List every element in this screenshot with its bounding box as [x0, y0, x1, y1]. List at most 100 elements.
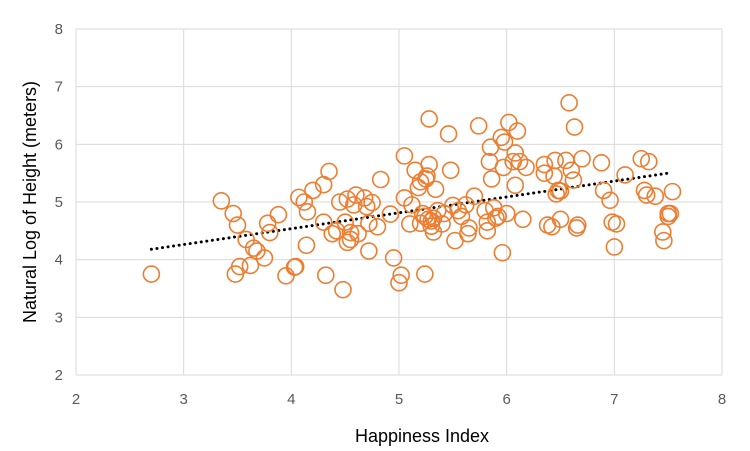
data-point — [420, 110, 438, 128]
data-point — [334, 280, 352, 299]
data-point — [314, 213, 333, 231]
data-point — [601, 191, 619, 210]
data-point — [592, 153, 611, 172]
data-point — [594, 181, 613, 200]
data-point — [655, 231, 673, 250]
data-point — [258, 214, 277, 233]
data-point — [224, 204, 242, 223]
data-point — [323, 224, 342, 243]
data-point — [489, 207, 507, 226]
data-point — [418, 167, 436, 185]
y-tick-label: 2 — [55, 367, 63, 384]
data-point — [661, 204, 680, 223]
data-point — [465, 187, 484, 206]
trendline — [149, 171, 670, 251]
tick-labels: 2 3 4 5 6 7 8 2 3 4 5 6 7 8 — [55, 21, 727, 408]
data-point — [568, 216, 587, 234]
data-point — [659, 207, 677, 226]
data-point — [360, 214, 378, 233]
data-point — [400, 215, 419, 233]
y-axis-title: Natural Log of Height (meters) — [20, 81, 40, 323]
data-point — [663, 182, 682, 201]
data-point — [212, 192, 231, 210]
data-point — [420, 155, 438, 174]
data-point — [517, 158, 535, 177]
x-tick-label: 3 — [179, 391, 187, 408]
data-point — [514, 210, 532, 229]
data-point — [290, 188, 308, 207]
data-point — [573, 149, 591, 168]
data-point — [338, 190, 357, 208]
data-point — [508, 122, 527, 140]
data-point — [403, 196, 421, 214]
data-point — [390, 273, 408, 292]
data-point — [426, 180, 445, 199]
data-point — [320, 162, 338, 181]
data-point — [497, 204, 516, 223]
data-point — [607, 215, 626, 233]
trendline-layer — [149, 171, 670, 251]
data-point — [460, 219, 478, 237]
y-tick-label: 4 — [55, 252, 63, 269]
data-point — [338, 233, 357, 252]
data-point — [255, 249, 274, 267]
data-point — [560, 94, 578, 112]
data-point — [441, 161, 460, 180]
data-point — [384, 249, 403, 267]
x-tick-label: 4 — [287, 391, 295, 408]
y-tick-label: 6 — [55, 136, 63, 153]
data-point — [506, 144, 525, 162]
data-point — [260, 223, 279, 242]
data-point — [506, 176, 525, 195]
data-point — [368, 217, 387, 236]
data-point — [347, 186, 365, 204]
data-point — [392, 266, 410, 285]
data-point — [395, 147, 414, 165]
data-point — [142, 265, 161, 283]
data-point — [304, 181, 322, 200]
data-point — [341, 223, 360, 242]
data-point — [551, 182, 570, 200]
data-point — [241, 256, 260, 275]
data-point — [545, 167, 563, 185]
data-point — [286, 257, 305, 276]
data-point — [637, 186, 656, 204]
x-axis-title: Happiness Index — [355, 426, 489, 446]
data-point — [646, 187, 665, 206]
y-tick-label: 7 — [55, 79, 63, 96]
data-point — [510, 152, 529, 171]
data-point — [228, 216, 247, 234]
data-point — [230, 257, 249, 276]
y-tick-label: 3 — [55, 309, 63, 326]
data-point — [605, 238, 624, 256]
data-point — [349, 224, 367, 243]
gridlines — [75, 28, 723, 376]
data-point — [557, 151, 575, 170]
data-point — [316, 266, 335, 285]
data-point — [482, 170, 501, 188]
data-point — [535, 155, 554, 174]
x-tick-label: 5 — [395, 391, 403, 408]
data-point — [298, 203, 317, 221]
data-point — [295, 193, 314, 211]
data-point — [371, 170, 390, 189]
data-point — [381, 205, 400, 223]
data-point — [297, 236, 316, 255]
data-point — [459, 224, 477, 243]
data-point — [422, 212, 441, 230]
data-point — [244, 239, 263, 257]
data-point — [478, 222, 497, 240]
data-point — [478, 213, 497, 231]
data-point — [632, 149, 651, 168]
x-tick-label: 8 — [718, 391, 726, 408]
data-point — [336, 213, 354, 231]
data-point — [493, 243, 512, 262]
data-point — [492, 128, 511, 147]
x-tick-label: 6 — [502, 391, 510, 408]
data-point — [330, 193, 349, 211]
data-point — [469, 117, 488, 135]
data-point — [433, 215, 451, 233]
data-point — [363, 193, 381, 212]
x-tick-label: 2 — [72, 391, 80, 408]
